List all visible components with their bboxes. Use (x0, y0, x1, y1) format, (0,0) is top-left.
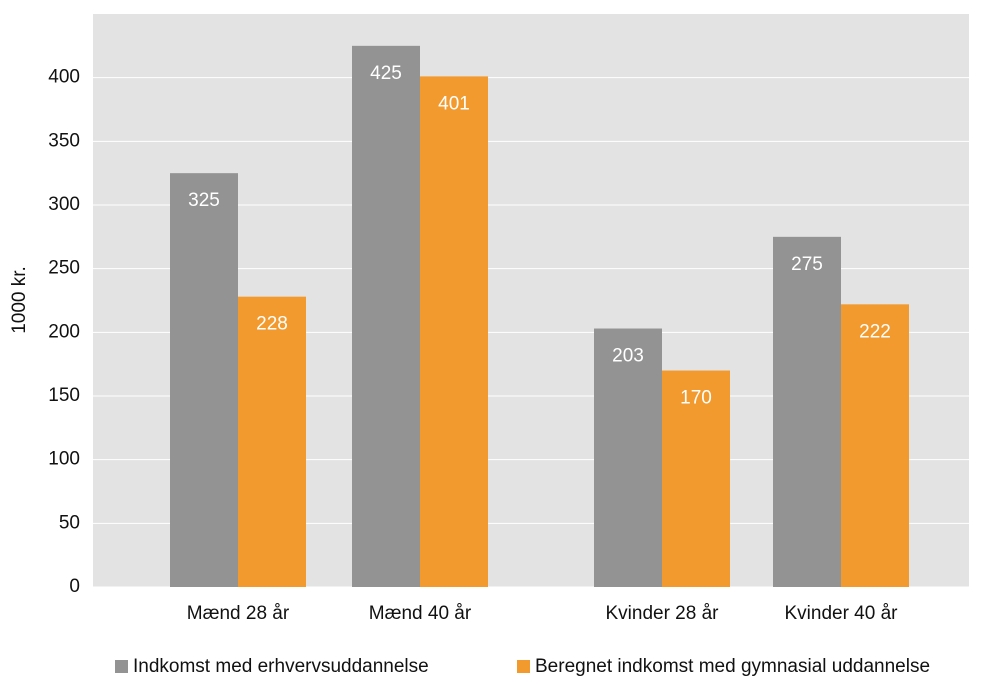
legend-swatch (115, 660, 128, 673)
y-tick-label: 200 (48, 321, 80, 342)
y-tick-label: 0 (69, 576, 80, 597)
x-tick-label: Kvinder 40 år (784, 603, 898, 624)
y-tick-label: 250 (48, 258, 80, 279)
x-tick-label: Mænd 40 år (369, 603, 472, 624)
bar (420, 76, 488, 587)
y-tick-label: 50 (59, 512, 80, 533)
bar (841, 304, 909, 587)
legend-label: Beregnet indkomst med gymnasial uddannel… (535, 656, 930, 677)
value-label: 275 (791, 254, 823, 275)
y-tick-label: 300 (48, 194, 80, 215)
value-label: 203 (612, 346, 644, 367)
x-tick-label: Mænd 28 år (187, 603, 290, 624)
bar (170, 173, 238, 587)
x-tick-label: Kvinder 28 år (605, 603, 719, 624)
y-tick-label: 400 (48, 67, 80, 88)
y-tick-label: 350 (48, 130, 80, 151)
bar (352, 45, 420, 588)
y-axis-label: 1000 kr. (9, 266, 30, 334)
y-tick-label: 150 (48, 385, 80, 406)
bar (238, 296, 306, 587)
legend-swatch (517, 660, 530, 673)
value-label: 325 (188, 190, 220, 211)
value-label: 228 (256, 314, 288, 335)
y-tick-label: 100 (48, 449, 80, 470)
value-label: 170 (680, 388, 712, 409)
bar (594, 328, 662, 587)
bar (662, 370, 730, 587)
legend-label: Indkomst med erhvervsuddannelse (133, 656, 429, 677)
bar (773, 236, 841, 588)
value-label: 222 (859, 321, 891, 342)
value-label: 401 (438, 93, 470, 114)
value-label: 425 (370, 63, 402, 84)
